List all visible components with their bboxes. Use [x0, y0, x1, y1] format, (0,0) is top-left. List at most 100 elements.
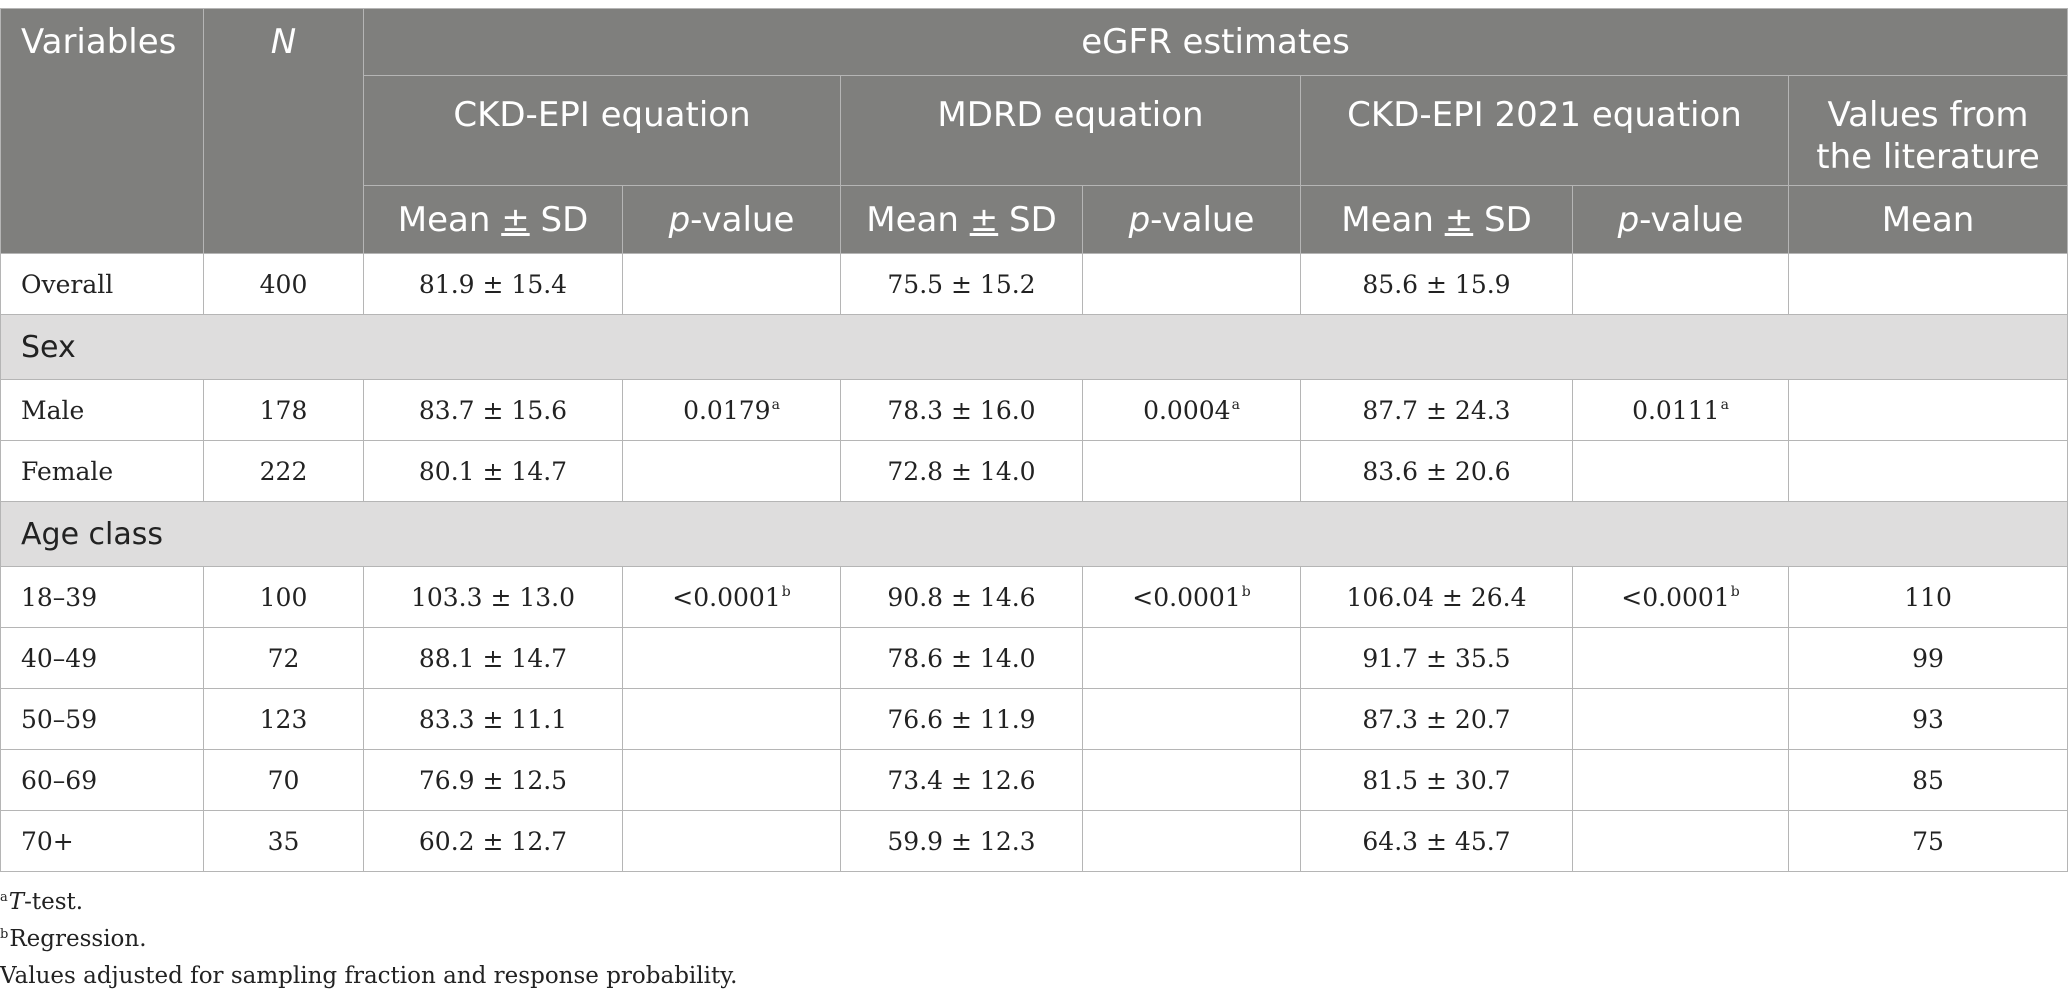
- n-cell: 72: [203, 627, 364, 689]
- ckd-epi-2021-p-cell: [1572, 253, 1789, 315]
- ckd-epi-mean-cell: 83.7 ± 15.6: [363, 379, 623, 441]
- p-value: 0.0004: [1143, 395, 1231, 425]
- ckd-epi-2021-mean-cell: 83.6 ± 20.6: [1300, 440, 1573, 502]
- ckd-epi-mean-cell: 60.2 ± 12.7: [363, 810, 623, 872]
- mean-sd-header: Mean ± SD: [363, 185, 623, 254]
- n-header: N: [203, 8, 364, 254]
- ckd-epi-mean-cell: 80.1 ± 14.7: [363, 440, 623, 502]
- ckd-epi-p-cell: [622, 749, 841, 811]
- literature-header: Values from the literature: [1787, 75, 2068, 186]
- literature-cell: 110: [1787, 566, 2068, 628]
- ckd-epi-header: CKD-EPI equation: [363, 75, 841, 186]
- ckd-epi-2021-mean-cell: 87.3 ± 20.7: [1300, 688, 1573, 750]
- n-cell: 178: [203, 379, 364, 441]
- table-row: 18–39 100 103.3 ± 13.0 <0.0001b 90.8 ± 14.6 <…: [0, 566, 2068, 628]
- n-cell: 123: [203, 688, 364, 750]
- n-cell: 400: [203, 253, 364, 315]
- row-label: 18–39: [0, 566, 204, 628]
- table-footnotes: aT-test. bRegression. Values adjusted fo…: [0, 884, 737, 995]
- footnote-b: bRegression.: [0, 926, 147, 952]
- ckd-epi-2021-mean-cell: 106.04 ± 26.4: [1300, 566, 1573, 628]
- mdrd-header: MDRD equation: [840, 75, 1301, 186]
- mdrd-p-cell: [1082, 688, 1301, 750]
- mean-sd-header: Mean ± SD: [1300, 185, 1573, 254]
- table-row: 40–49 72 88.1 ± 14.7 78.6 ± 14.0 91.7 ± 35.5…: [0, 627, 2068, 689]
- ckd-epi-2021-mean-cell: 87.7 ± 24.3: [1300, 379, 1573, 441]
- ckd-epi-2021-p-cell: [1572, 810, 1789, 872]
- mdrd-p-cell: [1082, 627, 1301, 689]
- ckd-epi-2021-mean-cell: 85.6 ± 15.9: [1300, 253, 1573, 315]
- mdrd-p-cell: [1082, 810, 1301, 872]
- footnote-marker: b: [1730, 583, 1740, 600]
- p-value: <0.0001: [672, 582, 781, 612]
- ckd-epi-2021-p-cell: 0.0111a: [1572, 379, 1789, 441]
- p-value: <0.0001: [1132, 582, 1241, 612]
- literature-cell: [1787, 440, 2068, 502]
- footnote-a: aT-test.: [0, 889, 84, 915]
- ckd-epi-mean-cell: 83.3 ± 11.1: [363, 688, 623, 750]
- p-value-header: p-value: [622, 185, 841, 254]
- n-cell: 70: [203, 749, 364, 811]
- ckd-epi-p-cell: 0.0179a: [622, 379, 841, 441]
- literature-header-line1: Values from: [1827, 95, 2029, 135]
- table-row-overall: Overall 400 81.9 ± 15.4 75.5 ± 15.2 85.6…: [0, 253, 2068, 315]
- literature-cell: 75: [1787, 810, 2068, 872]
- ckd-epi-2021-header: CKD-EPI 2021 equation: [1300, 75, 1789, 186]
- mdrd-mean-cell: 73.4 ± 12.6: [840, 749, 1083, 811]
- p-value: 0.0179: [683, 395, 771, 425]
- mdrd-mean-cell: 78.3 ± 16.0: [840, 379, 1083, 441]
- footnote-marker: b: [781, 583, 791, 600]
- ckd-epi-mean-cell: 103.3 ± 13.0: [363, 566, 623, 628]
- footnote-marker: a: [1231, 396, 1240, 413]
- table-row: 60–69 70 76.9 ± 12.5 73.4 ± 12.6 81.5 ± 30.7…: [0, 749, 2068, 811]
- p-value: 0.0111: [1632, 395, 1720, 425]
- row-label: Overall: [0, 253, 204, 315]
- mdrd-mean-cell: 72.8 ± 14.0: [840, 440, 1083, 502]
- ckd-epi-2021-p-cell: <0.0001b: [1572, 566, 1789, 628]
- mdrd-mean-cell: 75.5 ± 15.2: [840, 253, 1083, 315]
- ckd-epi-2021-p-cell: [1572, 749, 1789, 811]
- ckd-epi-2021-mean-cell: 91.7 ± 35.5: [1300, 627, 1573, 689]
- literature-cell: 99: [1787, 627, 2068, 689]
- ckd-epi-2021-p-cell: [1572, 627, 1789, 689]
- ckd-epi-2021-p-cell: [1572, 688, 1789, 750]
- ckd-epi-mean-cell: 88.1 ± 14.7: [363, 627, 623, 689]
- section-label: Sex: [0, 314, 2068, 380]
- p-value-header: p-value: [1082, 185, 1301, 254]
- mdrd-p-cell: [1082, 253, 1301, 315]
- ckd-epi-mean-cell: 76.9 ± 12.5: [363, 749, 623, 811]
- row-label: Male: [0, 379, 204, 441]
- mean-sd-header: Mean ± SD: [840, 185, 1083, 254]
- variables-header: Variables: [0, 8, 204, 254]
- row-label: 40–49: [0, 627, 204, 689]
- mdrd-p-cell: [1082, 749, 1301, 811]
- table-row: 70+ 35 60.2 ± 12.7 59.9 ± 12.3 64.3 ± 45.7 75: [0, 810, 2068, 872]
- ckd-epi-p-cell: <0.0001b: [622, 566, 841, 628]
- egfr-table: Variables N eGFR estimates CKD-EPI equat…: [0, 8, 2068, 872]
- row-label: 50–59: [0, 688, 204, 750]
- mdrd-mean-cell: 76.6 ± 11.9: [840, 688, 1083, 750]
- table-row: 50–59 123 83.3 ± 11.1 76.6 ± 11.9 87.3 ± 20.…: [0, 688, 2068, 750]
- ckd-epi-p-cell: [622, 688, 841, 750]
- p-value: <0.0001: [1621, 582, 1730, 612]
- ckd-epi-p-cell: [622, 253, 841, 315]
- mdrd-mean-cell: 59.9 ± 12.3: [840, 810, 1083, 872]
- ckd-epi-2021-mean-cell: 64.3 ± 45.7: [1300, 810, 1573, 872]
- literature-header-line2: the literature: [1816, 137, 2040, 177]
- ckd-epi-2021-p-cell: [1572, 440, 1789, 502]
- ckd-epi-p-cell: [622, 810, 841, 872]
- mdrd-p-cell: [1082, 440, 1301, 502]
- literature-mean-header: Mean: [1787, 185, 2068, 254]
- table-body: Overall 400 81.9 ± 15.4 75.5 ± 15.2 85.6…: [0, 253, 2068, 380]
- footnote-marker: a: [771, 396, 780, 413]
- footnote-marker: a: [1720, 396, 1729, 413]
- literature-cell: 85: [1787, 749, 2068, 811]
- literature-cell: [1787, 379, 2068, 441]
- footnote-marker: b: [1241, 583, 1251, 600]
- p-value-header: p-value: [1572, 185, 1789, 254]
- ckd-epi-p-cell: [622, 440, 841, 502]
- literature-cell: 93: [1787, 688, 2068, 750]
- section-label: Age class: [0, 501, 2068, 567]
- table-row: Male 178 83.7 ± 15.6 0.0179a 78.3 ± 16.0 0.00…: [0, 379, 2068, 441]
- ckd-epi-mean-cell: 81.9 ± 15.4: [363, 253, 623, 315]
